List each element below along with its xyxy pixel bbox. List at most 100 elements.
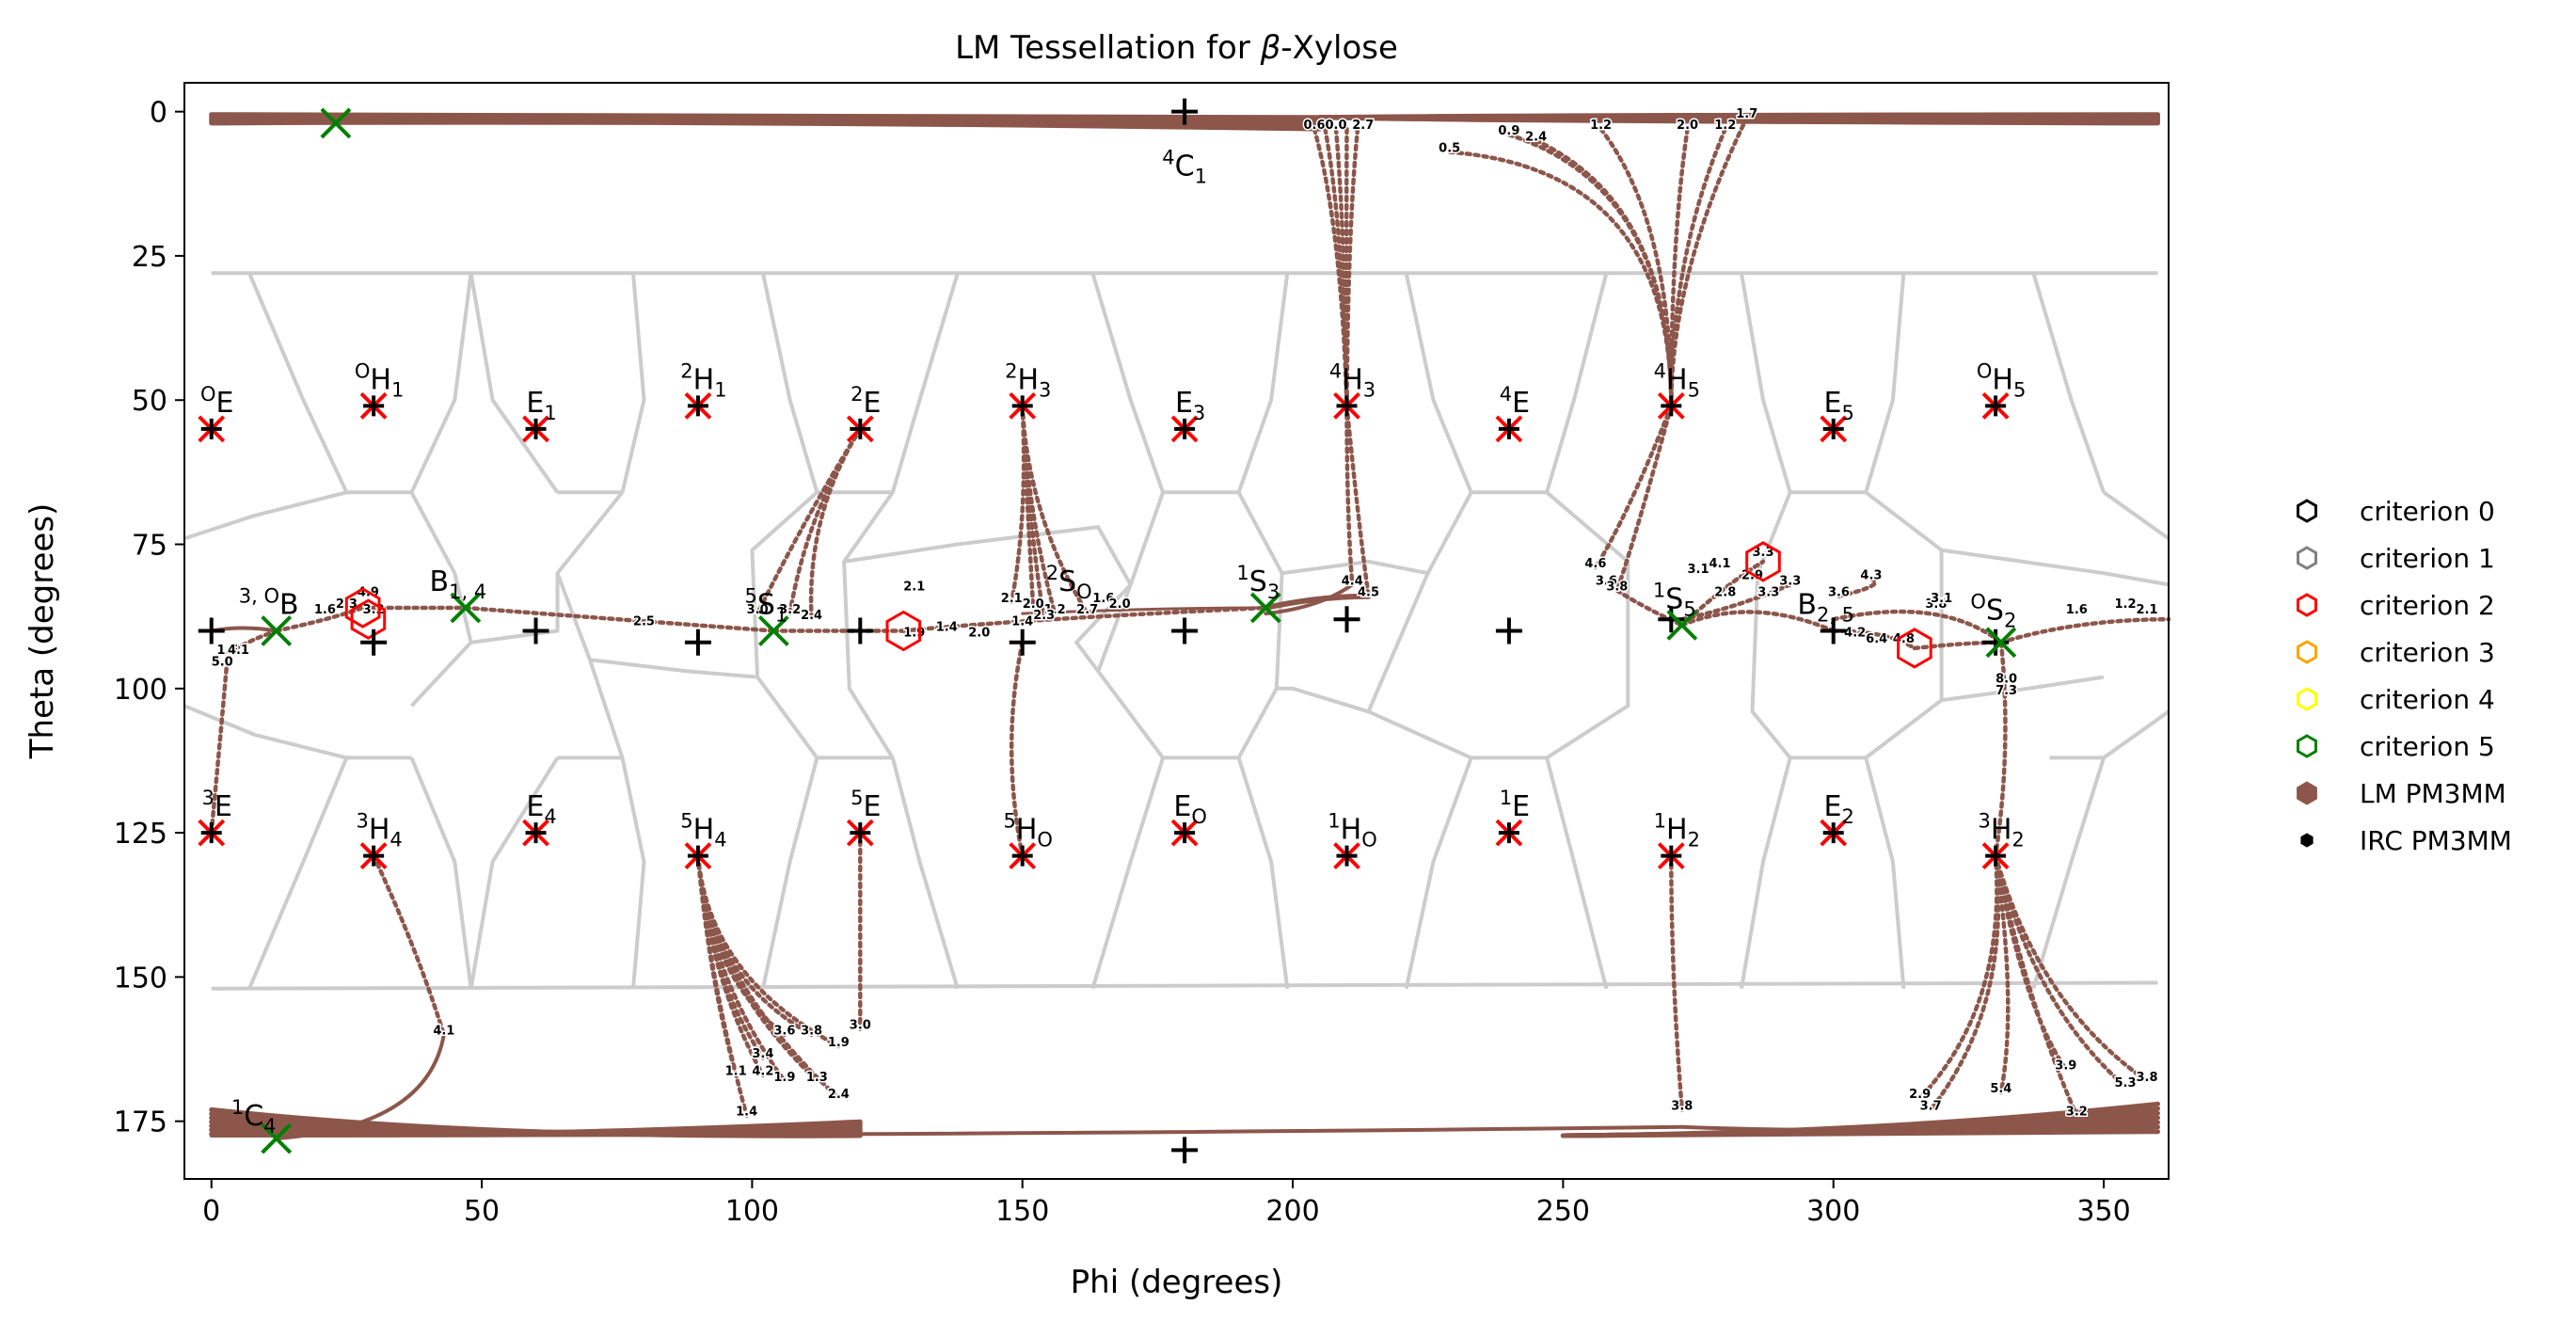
path-energy-label: 2.5 (633, 614, 655, 629)
conformer-label: E2 (1824, 790, 1854, 828)
tessellation-edge (1750, 491, 1792, 759)
legend-marker (2297, 734, 2317, 758)
path-energy-label: 2.0 (1023, 597, 1044, 612)
path-energy-label: 3.8 (2136, 1071, 2157, 1085)
path-energy-label: 2.8 (1714, 586, 1736, 600)
criterion-2-marker (885, 610, 922, 652)
path-energy-label: 3.1 (1931, 592, 1952, 606)
x-tick-label: 100 (725, 1195, 779, 1228)
lm-path-dotted (1993, 853, 2150, 1084)
path-energy-label: 3.6 (1596, 574, 1617, 588)
boat-skew-label: 2SO (1046, 562, 1092, 603)
path-energy-label: 3.2 (363, 603, 385, 617)
path-energy-label: 1.2 (1590, 119, 1612, 133)
path-energy-label: 1.9 (828, 1036, 850, 1050)
lm-path-dotted (1917, 853, 1999, 1101)
criterion-2-marker (1897, 628, 1932, 669)
lm-path-dotted (695, 853, 749, 1118)
lm-path-dotted (1998, 616, 2171, 645)
point-labels-layer: OE OH1 E1 2H1 2E 2H3 E3 4H3 4E 4H5 E5 OH5 3E 3H4 E4 5H4… (200, 147, 2026, 1138)
tessellation-edge (469, 756, 560, 990)
conformer-label: 1H2 (1654, 810, 1700, 851)
path-energy-label: 3.7 (1920, 1099, 1942, 1113)
path-energy-label: 1.3 (806, 1071, 828, 1085)
canonical-point-plus (1498, 418, 1519, 439)
lm-path-dotted (371, 853, 447, 1037)
legend-label: IRC PM3MM (2360, 825, 2512, 856)
path-energy-label: 1.9 (773, 1071, 795, 1085)
canonical-point-plus (1336, 395, 1358, 417)
conformer-label: 3H4 (356, 810, 402, 851)
lm-path-dotted (1993, 853, 2128, 1090)
path-energy-label: 0.5 (1439, 142, 1460, 156)
legend: criterion 0 criterion 1 criterion 2 criteri… (2297, 496, 2512, 856)
path-energy-label: 4.3 (1860, 568, 1882, 582)
canonical-point-plus (200, 822, 222, 844)
legend-label: criterion 4 (2360, 684, 2495, 715)
tessellation-edge (1404, 756, 1473, 990)
conformer-label: 4E (1500, 383, 1530, 420)
path-energy-label: 0.9 (1498, 124, 1519, 138)
path-energy-label: 2.9 (1909, 1088, 1931, 1102)
path-energy-label: 6.4 (1866, 632, 1887, 646)
tessellation-edge (842, 491, 895, 759)
irc-point (198, 617, 225, 645)
lm-path (209, 1124, 1684, 1138)
canonical-point-plus (1985, 395, 2007, 417)
path-energy-label: 1.2 (1044, 603, 1066, 617)
tessellation-edge (2031, 756, 2106, 990)
legend-marker (2297, 640, 2317, 664)
lm-path-dotted (1993, 853, 2011, 1095)
tessellation-edge (1545, 272, 1609, 493)
criterion-2-marker (344, 587, 381, 629)
path-energy-label: 2.7 (1352, 119, 1374, 133)
lm-path-dotted (1447, 150, 1674, 408)
path-energy-label: 3.8 (801, 1025, 822, 1039)
lm-path-dotted (787, 426, 863, 616)
irc-point (360, 629, 388, 656)
chart-title: LM Tessellation for β-Xylose (955, 29, 1398, 67)
pole-label: 4C1 (1162, 147, 1207, 188)
path-energy-label: 1.9 (903, 627, 925, 641)
path-energy-label: 2.1 (903, 581, 925, 595)
conformer-label: 2H3 (1005, 359, 1051, 401)
conformer-label: 1HO (1328, 810, 1376, 851)
tessellation-edge (469, 272, 560, 494)
path-energy-label: 2.1 (2136, 603, 2157, 617)
tessellation-edge (620, 756, 646, 989)
path-energy-label: 4.6 (1584, 557, 1606, 571)
conformer-label: E5 (1824, 387, 1854, 424)
x-axis-label: Phi (degrees) (1071, 1264, 1283, 1301)
path-energy-label: 1.2 (1714, 119, 1736, 133)
criterion-markers-layer (344, 541, 1932, 669)
tessellation-edge (183, 490, 347, 541)
lm-path-dotted (225, 629, 278, 657)
conformer-label: 2E (851, 383, 881, 420)
lm-point (757, 615, 789, 646)
path-energy-label: 3.9 (2055, 1059, 2076, 1074)
path-energy-label: 1.6 (314, 603, 336, 617)
conformer-label: 5H4 (680, 810, 726, 851)
lm-path-dotted (1669, 853, 1685, 1112)
axes-layer: 0 50 100 150 200 250 300 350 0 25 50 75 100 125 150 175 (114, 97, 2131, 1228)
path-energy-label: 2.0 (1677, 119, 1698, 133)
path-energy-label: 1.4 (1011, 614, 1033, 629)
x-tick-label: 150 (995, 1195, 1049, 1228)
lm-path-dotted (1993, 640, 2008, 858)
path-energy-label: 2.4 (1525, 130, 1547, 144)
tessellation-edge (1864, 756, 1906, 989)
lm-point (261, 1122, 293, 1154)
tessellation-edge (843, 525, 1133, 586)
lm-path-dotted (1679, 610, 1836, 633)
tessellation-edge (890, 756, 960, 990)
conformer-label: E1 (526, 387, 556, 424)
y-tick-label: 75 (132, 530, 167, 563)
path-energy-label: 1.6 (1092, 592, 1114, 606)
boat-skew-label: 1S5 (1653, 579, 1696, 620)
tessellation-edge (1090, 756, 1166, 990)
lm-path-dotted (1593, 404, 1674, 570)
conformer-label: E3 (1175, 387, 1205, 424)
y-tick-label: 0 (150, 97, 167, 130)
conformer-label: 2H1 (680, 359, 726, 401)
path-energy-label: 1.4 (736, 1106, 757, 1120)
